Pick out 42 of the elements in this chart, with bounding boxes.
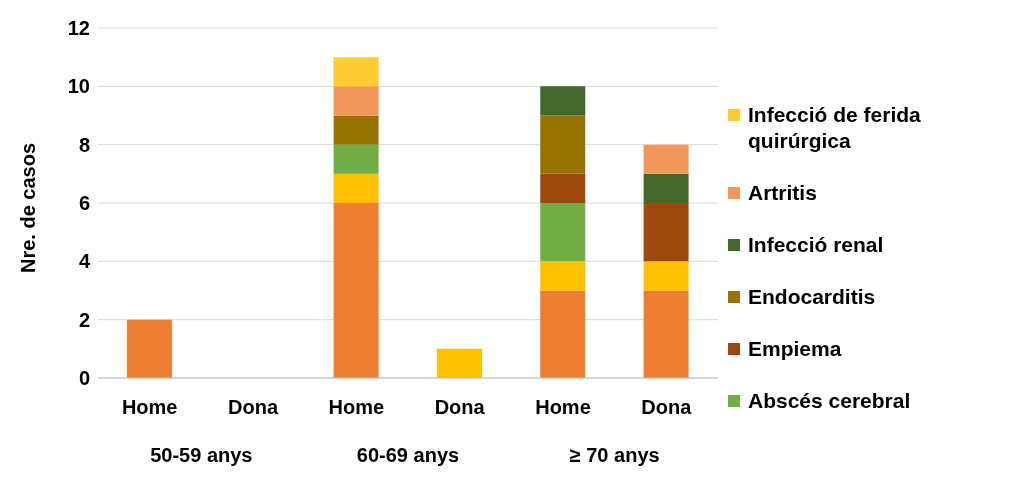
text: 60-69 anys xyxy=(356,444,460,466)
x-tick-label: Home xyxy=(121,396,178,418)
y-tick-label: 12 xyxy=(67,17,90,40)
legend-label: Infecció de ferida quirúrgica xyxy=(748,102,922,154)
x-tick-label: Dona xyxy=(228,396,279,418)
legend-label: Infecció renal xyxy=(748,232,884,258)
bar xyxy=(333,115,379,145)
bar xyxy=(436,348,482,378)
bar xyxy=(333,203,379,378)
bar xyxy=(643,203,689,262)
bar xyxy=(643,261,689,291)
bar xyxy=(333,57,379,87)
bar xyxy=(540,203,586,262)
y-axis-title: Nre. de casos xyxy=(17,142,40,273)
x-tick-label: Home xyxy=(535,396,591,418)
x-tick-label: Dona xyxy=(434,396,486,418)
legend-label: Artritis xyxy=(748,180,817,206)
bar xyxy=(126,319,172,378)
y-tick-label: 2 xyxy=(78,308,90,331)
bar xyxy=(643,144,689,174)
bar xyxy=(333,144,379,174)
y-tick-label: 4 xyxy=(78,250,91,273)
bar xyxy=(643,173,689,203)
bar xyxy=(540,173,586,203)
bar xyxy=(540,290,586,378)
bar xyxy=(643,290,689,378)
legend-label: Empiema xyxy=(748,336,842,362)
text: 50-59 anys xyxy=(150,444,253,466)
bar xyxy=(540,86,586,116)
y-tick-label: 8 xyxy=(78,133,90,156)
y-tick-label: 10 xyxy=(67,75,90,98)
legend-label: Abscés cerebral xyxy=(748,388,911,414)
bar xyxy=(333,86,379,116)
x-tick-label: Home xyxy=(328,396,385,418)
legend-label: Endocarditis xyxy=(748,284,876,310)
bar xyxy=(540,115,586,174)
y-tick-label: 6 xyxy=(78,192,90,215)
y-tick-label: 0 xyxy=(78,367,90,390)
x-tick-label: Dona xyxy=(641,396,693,418)
bar xyxy=(333,173,379,203)
bar xyxy=(540,261,586,291)
text: ≥ 70 anys xyxy=(569,444,660,466)
